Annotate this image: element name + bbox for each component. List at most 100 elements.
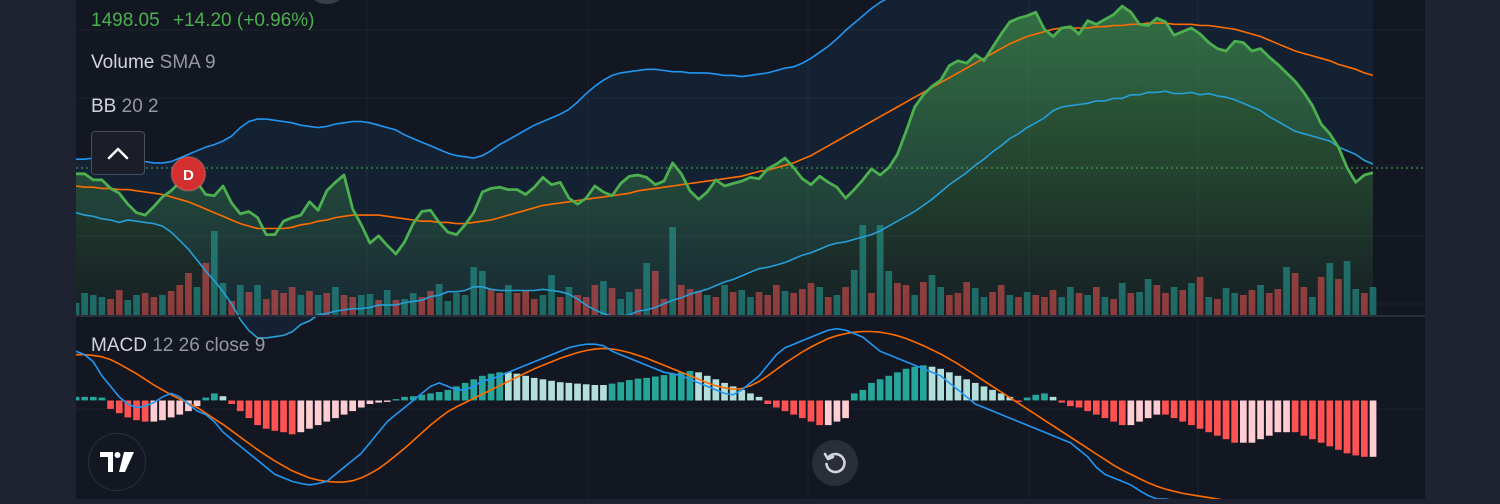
reset-chart-button[interactable] [812,440,858,486]
volume-bar [236,285,244,315]
macd-histogram-bar [1257,400,1264,440]
macd-histogram-bar [1214,400,1221,436]
macd-histogram-bar [505,372,512,401]
volume-bar [1136,292,1143,315]
volume-bar [738,290,746,315]
macd-histogram-bar [392,399,400,401]
macd-histogram-bar [617,382,625,401]
volume-bar [946,295,953,315]
volume-bar [401,299,408,315]
volume-bar [677,285,685,315]
volume-bar [409,293,417,315]
macd-histogram-bar [781,400,789,412]
volume-bar [876,225,884,315]
macd-histogram-bar [816,400,823,426]
volume-bar [306,291,313,315]
volume-bar [971,288,979,315]
macd-histogram-bar [556,382,564,401]
volume-bar [262,299,270,315]
volume-bar [920,282,927,315]
macd-histogram-bar [435,392,443,401]
macd-histogram-bar [1300,400,1308,436]
volume-bar [755,292,763,315]
volume-bar [1335,279,1342,315]
volume-bar [686,289,694,315]
volume-bar [582,297,590,315]
macd-histogram-bar [1231,400,1238,443]
macd-histogram-bar [738,389,746,401]
macd-histogram-bar [626,380,633,401]
macd-histogram-bar [824,400,832,426]
collapse-legend-button[interactable] [91,131,145,175]
macd-histogram-bar [401,396,408,401]
volume-bar [366,294,374,315]
price-legend: 1498.05 +14.20 (+0.96%) [91,10,315,32]
macd-histogram-bar [1153,400,1161,415]
bb-basis-line [75,22,1374,230]
macd-histogram-bar [1075,400,1083,408]
macd-histogram-bar [427,393,434,401]
volume-bar [487,289,495,315]
price-change: +14.20 (+0.96%) [172,10,315,31]
macd-histogram-bar [323,400,331,422]
price-area [76,6,1373,316]
dividend-marker-circle[interactable] [170,155,207,192]
volume-bar [150,297,158,315]
macd-histogram-bar [1291,400,1299,433]
volume-bar [608,288,616,315]
macd-histogram-bar [418,394,426,401]
dividend-marker[interactable]: D [170,155,207,192]
macd-histogram-bar [1248,400,1256,443]
volume-bar [643,263,650,315]
volume-bar [859,225,867,315]
macd-histogram-bar [876,379,884,401]
macd-histogram-bar [1127,400,1135,426]
macd-histogram-bar [81,396,88,401]
macd-histogram-bar [375,400,382,403]
volume-bar [349,297,356,315]
bb-legend[interactable]: BB 20 2 [91,96,159,118]
macd-histogram-bar [228,400,235,404]
macd-histogram-bar [115,400,123,414]
volume-bar [1205,297,1213,315]
macd-histogram-bar [920,365,927,401]
volume-bar [954,293,962,315]
volume-bar [850,270,858,315]
macd-legend[interactable]: MACD 12 26 close 9 [91,335,265,357]
volume-bar [1240,295,1247,315]
macd-histogram-bar [790,400,797,415]
macd-histogram-bar [185,400,192,412]
macd-histogram-bar [470,379,478,401]
macd-histogram-bar [539,379,547,401]
volume-bar [824,297,832,315]
tradingview-logo[interactable] [88,433,146,491]
last-price: 1498.05 [91,10,160,31]
macd-histogram-bar [288,400,296,435]
volume-bar [159,295,166,315]
macd-histogram-bar [453,386,460,401]
volume-legend[interactable]: Volume SMA 9 [91,52,216,74]
volume-bar [219,283,227,315]
macd-histogram-bar [479,375,486,401]
volume-bar [72,303,80,315]
volume-bar [124,300,132,315]
volume-bar [695,291,702,315]
macd-histogram-bar [1093,400,1100,415]
right-bezel [1425,0,1500,499]
volume-bar [193,287,201,315]
volume-bar [911,295,919,315]
macd-histogram-bar [548,380,555,401]
volume-bar [1170,287,1178,315]
volume-bar [1084,295,1091,315]
volume-bar [1144,279,1152,315]
volume-bar [211,231,218,315]
volume-bar [435,284,443,315]
volume-bar [1153,285,1161,315]
volume-bar [1093,287,1100,315]
volume-bar [980,297,988,315]
macd-histogram-bar [574,383,581,401]
volume-bar [1041,297,1048,315]
macd-histogram-bar [1205,400,1213,433]
